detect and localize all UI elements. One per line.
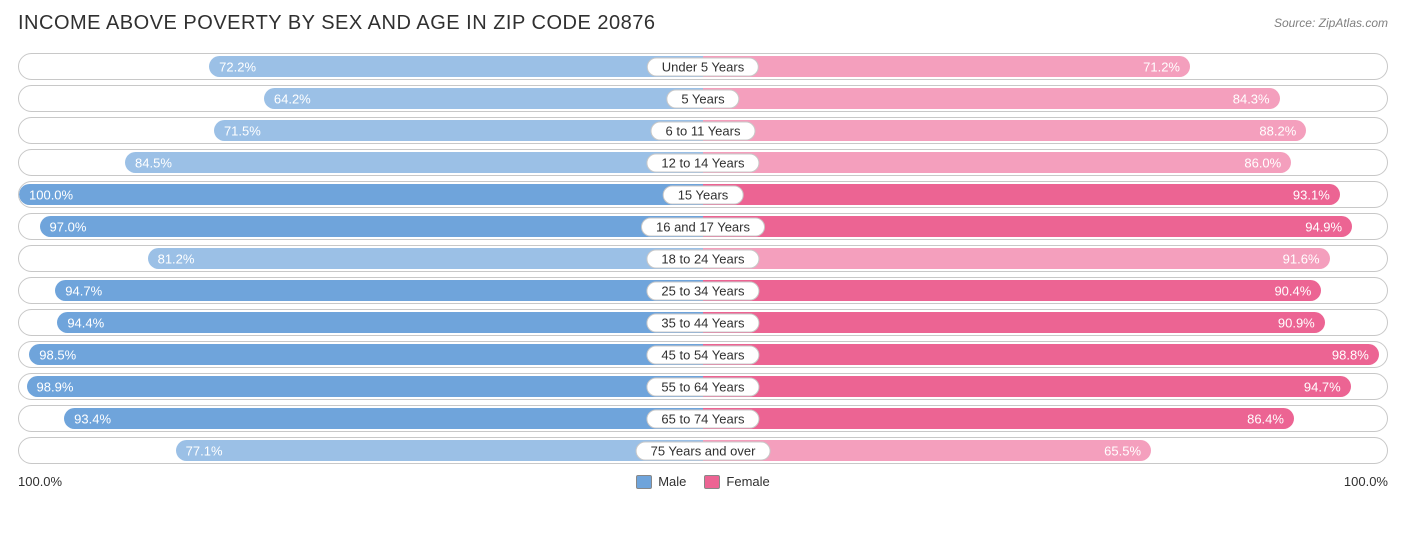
- male-value: 94.7%: [65, 283, 102, 298]
- footer-row: 100.0% Male Female 100.0%: [18, 474, 1388, 489]
- female-value: 86.4%: [1247, 411, 1284, 426]
- bar-row: 77.1% 65.5% 75 Years and over: [18, 437, 1388, 464]
- female-value: 86.0%: [1244, 155, 1281, 170]
- male-value: 93.4%: [74, 411, 111, 426]
- legend: Male Female: [636, 474, 770, 489]
- bar-row: 94.4% 90.9% 35 to 44 Years: [18, 309, 1388, 336]
- male-bar: 97.0%: [40, 216, 703, 237]
- chart-title: INCOME ABOVE POVERTY BY SEX AND AGE IN Z…: [18, 12, 655, 35]
- legend-swatch-female: [704, 475, 720, 489]
- female-bar: 86.0%: [703, 152, 1291, 173]
- female-bar: 94.7%: [703, 376, 1351, 397]
- category-label: 15 Years: [663, 185, 744, 204]
- female-bar: 71.2%: [703, 56, 1190, 77]
- male-value: 72.2%: [219, 59, 256, 74]
- female-bar: 88.2%: [703, 120, 1306, 141]
- female-bar: 94.9%: [703, 216, 1352, 237]
- category-label: 18 to 24 Years: [646, 249, 759, 268]
- female-bar: 90.4%: [703, 280, 1321, 301]
- category-label: 16 and 17 Years: [641, 217, 765, 236]
- header-row: INCOME ABOVE POVERTY BY SEX AND AGE IN Z…: [18, 12, 1388, 35]
- male-value: 100.0%: [29, 187, 73, 202]
- female-value: 84.3%: [1233, 91, 1270, 106]
- bar-row: 97.0% 94.9% 16 and 17 Years: [18, 213, 1388, 240]
- male-bar: 98.5%: [29, 344, 703, 365]
- bar-row: 94.7% 90.4% 25 to 34 Years: [18, 277, 1388, 304]
- male-bar: 94.7%: [55, 280, 703, 301]
- category-label: 35 to 44 Years: [646, 313, 759, 332]
- category-label: 6 to 11 Years: [651, 121, 756, 140]
- legend-item-male: Male: [636, 474, 686, 489]
- bar-row: 81.2% 91.6% 18 to 24 Years: [18, 245, 1388, 272]
- source-label: Source: ZipAtlas.com: [1274, 12, 1388, 30]
- category-label: 12 to 14 Years: [646, 153, 759, 172]
- female-value: 93.1%: [1293, 187, 1330, 202]
- female-bar: 91.6%: [703, 248, 1330, 269]
- legend-label-female: Female: [726, 474, 769, 489]
- female-bar: 93.1%: [703, 184, 1340, 205]
- male-bar: 84.5%: [125, 152, 703, 173]
- male-bar: 72.2%: [209, 56, 703, 77]
- bar-row: 98.5% 98.8% 45 to 54 Years: [18, 341, 1388, 368]
- category-label: 25 to 34 Years: [646, 281, 759, 300]
- male-bar: 94.4%: [57, 312, 703, 333]
- female-value: 90.4%: [1274, 283, 1311, 298]
- male-value: 84.5%: [135, 155, 172, 170]
- male-bar: 98.9%: [27, 376, 703, 397]
- category-label: 5 Years: [666, 89, 739, 108]
- female-value: 94.7%: [1304, 379, 1341, 394]
- male-value: 71.5%: [224, 123, 261, 138]
- female-value: 88.2%: [1259, 123, 1296, 138]
- male-value: 97.0%: [50, 219, 87, 234]
- male-value: 98.5%: [39, 347, 76, 362]
- category-label: 65 to 74 Years: [646, 409, 759, 428]
- male-value: 94.4%: [67, 315, 104, 330]
- female-bar: 86.4%: [703, 408, 1294, 429]
- male-bar: 100.0%: [19, 184, 703, 205]
- female-value: 91.6%: [1283, 251, 1320, 266]
- bar-row: 64.2% 84.3% 5 Years: [18, 85, 1388, 112]
- bar-row: 84.5% 86.0% 12 to 14 Years: [18, 149, 1388, 176]
- legend-item-female: Female: [704, 474, 769, 489]
- bar-row: 100.0% 93.1% 15 Years: [18, 181, 1388, 208]
- legend-label-male: Male: [658, 474, 686, 489]
- category-label: 75 Years and over: [636, 441, 771, 460]
- bar-row: 72.2% 71.2% Under 5 Years: [18, 53, 1388, 80]
- female-value: 98.8%: [1332, 347, 1369, 362]
- male-value: 81.2%: [158, 251, 195, 266]
- male-value: 64.2%: [274, 91, 311, 106]
- category-label: 55 to 64 Years: [646, 377, 759, 396]
- female-value: 90.9%: [1278, 315, 1315, 330]
- axis-max-left: 100.0%: [18, 474, 62, 489]
- male-bar: 93.4%: [64, 408, 703, 429]
- chart-container: INCOME ABOVE POVERTY BY SEX AND AGE IN Z…: [0, 0, 1406, 559]
- bar-row: 93.4% 86.4% 65 to 74 Years: [18, 405, 1388, 432]
- male-bar: 77.1%: [176, 440, 703, 461]
- male-bar: 64.2%: [264, 88, 703, 109]
- female-bar: 98.8%: [703, 344, 1379, 365]
- male-value: 98.9%: [37, 379, 74, 394]
- axis-max-right: 100.0%: [1344, 474, 1388, 489]
- male-bar: 81.2%: [148, 248, 703, 269]
- female-bar: 90.9%: [703, 312, 1325, 333]
- female-bar: 84.3%: [703, 88, 1280, 109]
- bar-row: 71.5% 88.2% 6 to 11 Years: [18, 117, 1388, 144]
- category-label: Under 5 Years: [647, 57, 759, 76]
- legend-swatch-male: [636, 475, 652, 489]
- male-value: 77.1%: [186, 443, 223, 458]
- category-label: 45 to 54 Years: [646, 345, 759, 364]
- bar-rows: 72.2% 71.2% Under 5 Years 64.2% 84.3% 5 Years…: [18, 53, 1388, 464]
- male-bar: 71.5%: [214, 120, 703, 141]
- female-value: 71.2%: [1143, 59, 1180, 74]
- female-value: 65.5%: [1104, 443, 1141, 458]
- bar-row: 98.9% 94.7% 55 to 64 Years: [18, 373, 1388, 400]
- female-value: 94.9%: [1305, 219, 1342, 234]
